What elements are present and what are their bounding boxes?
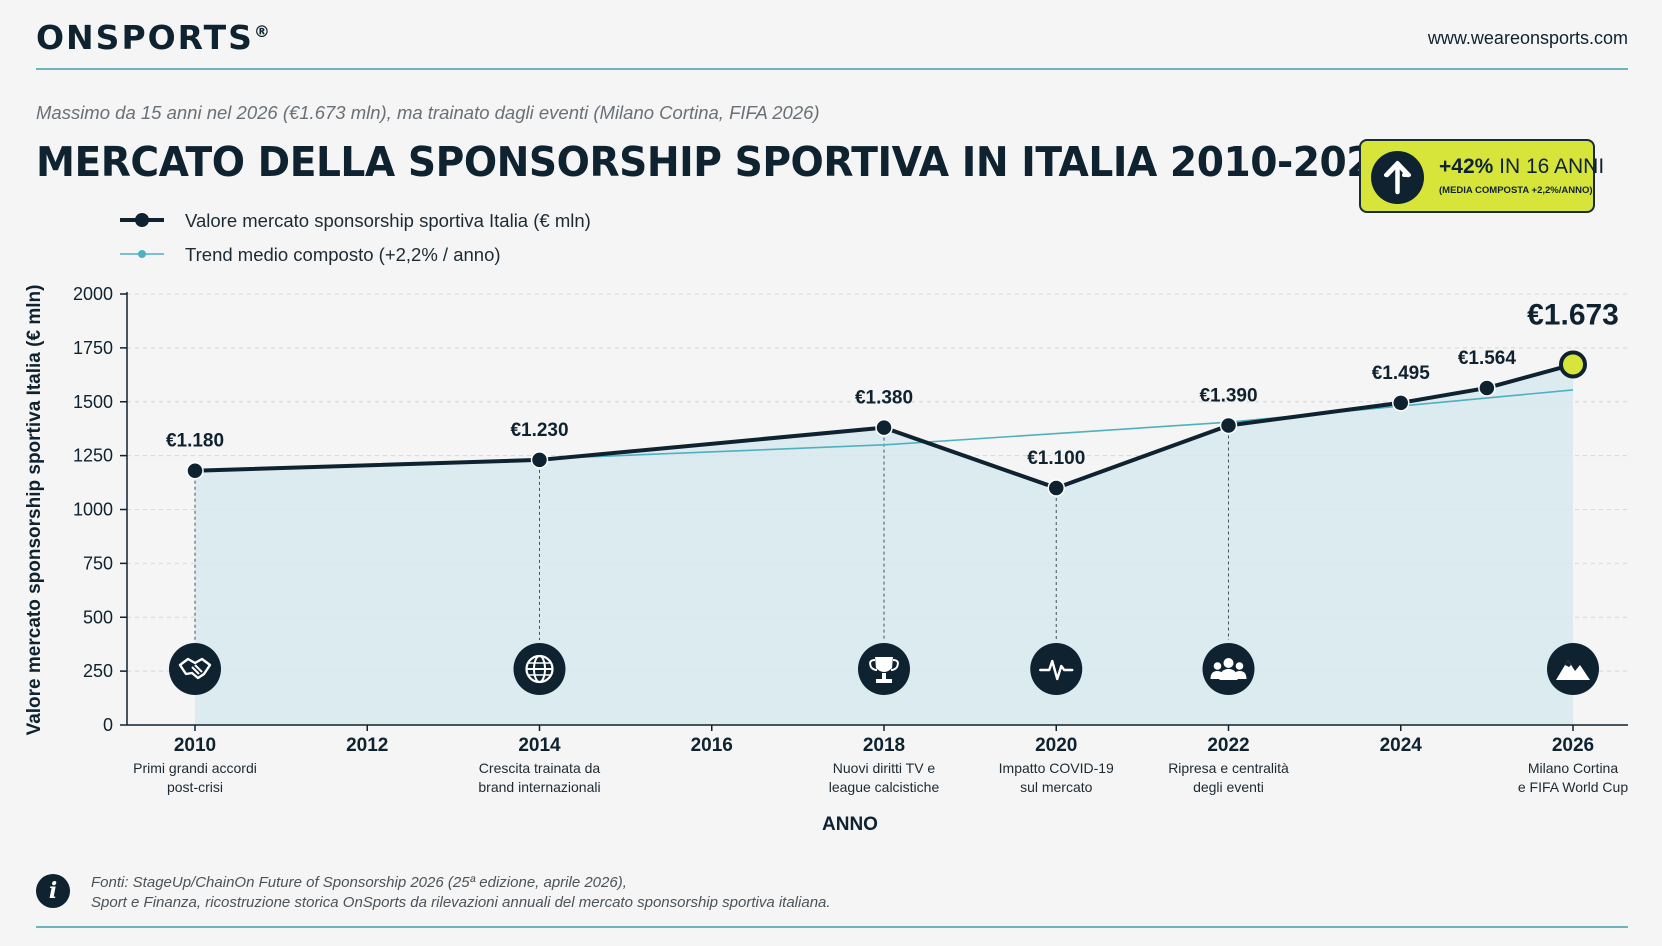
y-tick-label: 250 [83, 661, 113, 681]
annotation-caption: Impatto COVID-19 [999, 760, 1114, 776]
legend-swatch-trend [120, 250, 164, 258]
source-note: Fonti: StageUp/ChainOn Future of Sponsor… [91, 873, 831, 913]
source-line-2: Sport e Finanza, ricostruzione storica O… [91, 894, 831, 911]
header: ONSPORTS® www.weareonsports.com [36, 18, 1628, 70]
data-label-highlight: €1.673 [1527, 298, 1619, 331]
trophy-handles [869, 659, 899, 671]
person-body [1219, 669, 1238, 680]
badge-subtext: (MEDIA COMPOSTA +2,2%/ANNO) [1439, 185, 1593, 196]
x-tick-label: 2022 [1207, 735, 1249, 756]
person-head [1223, 658, 1234, 668]
data-point [875, 418, 893, 437]
annotation-caption: Primi grandi accordi [133, 760, 257, 776]
data-label: €1.380 [855, 388, 913, 409]
data-point [1392, 394, 1410, 412]
globe-parallels [528, 662, 551, 676]
person-body-left [1210, 671, 1223, 679]
y-tick-label: 1500 [73, 392, 113, 412]
x-tick-label: 2012 [346, 735, 388, 756]
people-icon [1210, 658, 1247, 680]
x-tick-label: 2018 [863, 735, 905, 756]
y-tick-label: 500 [83, 607, 113, 627]
trophy-cup [875, 657, 893, 672]
data-point-highlight [1559, 350, 1587, 379]
website-link[interactable]: www.weareonsports.com [1427, 28, 1628, 48]
annotation-caption: sul mercato [1020, 779, 1093, 795]
handshake-fingers [191, 664, 203, 675]
mountain-shape [1556, 660, 1590, 680]
globe-icon [525, 654, 554, 684]
x-tick-label: 2024 [1380, 735, 1423, 756]
growth-badge: +42% IN 16 ANNI (MEDIA COMPOSTA +2,2%/AN… [1359, 139, 1604, 213]
source-line-1: Fonti: StageUp/ChainOn Future of Sponsor… [91, 874, 627, 891]
y-tick-label: 750 [83, 553, 113, 573]
annotation-caption: Ripresa e centralità [1168, 760, 1289, 776]
info-icon[interactable]: i [36, 874, 70, 908]
y-tick-label: 1000 [73, 500, 113, 520]
x-tick-label: 2014 [518, 735, 561, 756]
data-point [1047, 479, 1065, 497]
logo[interactable]: ONSPORTS® [36, 18, 270, 57]
annotation-caption: degli eventi [1193, 779, 1264, 795]
x-tick-label: 2026 [1552, 735, 1594, 756]
legend-swatch-main [120, 213, 164, 227]
data-label: €1.390 [1199, 385, 1257, 406]
x-tick-label: 2020 [1035, 735, 1077, 756]
annotation-caption: league calcistiche [829, 779, 940, 795]
x-axis-title: ANNO [822, 814, 878, 835]
data-label: €1.100 [1027, 448, 1085, 469]
handshake-icon [178, 657, 212, 680]
handshake-shape [178, 657, 212, 680]
data-point [1478, 379, 1496, 397]
data-label: €1.564 [1458, 348, 1517, 369]
data-label: €1.495 [1372, 363, 1431, 384]
person-head-right [1235, 662, 1244, 670]
pulse-icon [1039, 659, 1074, 681]
y-tick-label: 1250 [73, 446, 113, 466]
trophy-base [876, 679, 892, 683]
pulse-icon-badge [1030, 643, 1083, 695]
x-tick-label: 2010 [174, 735, 216, 756]
data-label: €1.180 [166, 431, 224, 452]
annotation-caption: e FIFA World Cup [1518, 779, 1628, 795]
person-head-left [1213, 662, 1222, 670]
legend-label-main: Valore mercato sponsorship sportiva Ital… [185, 210, 591, 231]
legend-label-trend: Trend medio composto (+2,2% / anno) [185, 244, 501, 265]
data-label: €1.230 [510, 420, 568, 441]
person-body-right [1234, 671, 1247, 679]
trophy-stem [882, 673, 886, 679]
badge-headline: +42% IN 16 ANNI [1439, 155, 1605, 178]
data-point [530, 451, 549, 469]
annotation-caption: Milano Cortina [1528, 760, 1618, 776]
main-line [194, 362, 1574, 490]
annotation-caption: brand internazionali [478, 779, 600, 795]
trophy-icon [869, 657, 899, 683]
data-point [1219, 416, 1238, 435]
page-subtitle: Massimo da 15 anni nel 2026 (€1.673 mln)… [36, 102, 820, 123]
annotation-caption: Nuovi diritti TV e [833, 760, 936, 776]
y-tick-label: 1750 [73, 338, 113, 358]
mountain-snow [1565, 660, 1571, 667]
y-axis-title: Valore mercato sponsorship sportiva Ital… [24, 285, 45, 736]
mountain-icon [1556, 660, 1590, 680]
arrow-up-icon [1371, 151, 1424, 204]
bottom-divider [36, 926, 1628, 928]
pulse-line [1039, 659, 1074, 681]
page-title: MERCATO DELLA SPONSORSHIP SPORTIVA IN IT… [36, 138, 1400, 186]
y-tick-label: 2000 [73, 284, 113, 304]
x-tick-label: 2016 [691, 735, 733, 756]
y-tick-label: 0 [103, 715, 113, 735]
annotation-caption: Crescita trainata da [479, 760, 601, 776]
data-point [186, 461, 204, 480]
annotation-caption: post-crisi [167, 779, 223, 795]
